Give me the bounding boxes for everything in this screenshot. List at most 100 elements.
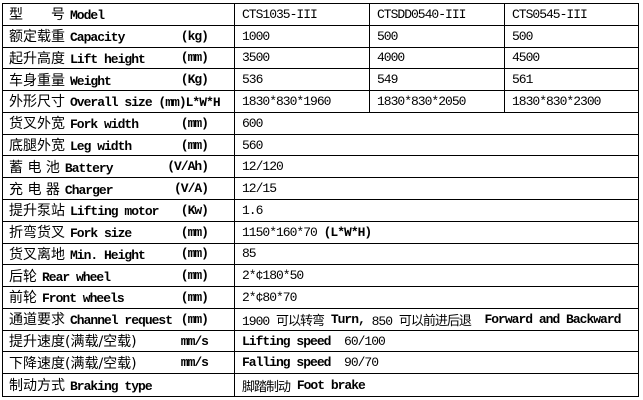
spec-table: 型 号 Model CTS1035-III CTSDD0540-III CTS0545-…	[2, 3, 639, 397]
value-segment: 1900 可以转弯	[242, 313, 331, 329]
label-english: Channel request	[70, 313, 173, 329]
label-unit: (V/Ah)	[167, 159, 209, 175]
row-label-cell: 外形尺寸 Overall size (mm)L*W*H	[3, 91, 235, 112]
row-label-text: 型 号 Model	[9, 4, 105, 24]
table-row: 折弯货叉 Fork size (mm) 1150*160*70 (L*W*H)	[3, 221, 638, 244]
label-english: Model	[70, 8, 105, 24]
label-chinese: 前轮	[9, 290, 37, 307]
row-label-cell: 货叉离地 Min. Height (mm)	[3, 243, 235, 265]
label-chinese: 额定载重	[9, 29, 65, 46]
value-segment: 12/120	[242, 159, 284, 175]
value-cell: 3500	[235, 47, 370, 69]
value-cell: 4500	[512, 50, 540, 66]
row-label-text: 折弯货叉 Fork size	[9, 222, 132, 242]
value-cell: 2*¢180*50	[235, 265, 638, 286]
label-unit: (mm)	[180, 50, 209, 66]
value-segment: 1.6	[242, 202, 263, 218]
value-segment: 85	[242, 246, 257, 262]
label-english: Capacity	[70, 30, 125, 46]
table-row: 通道要求 Channel request (mm) 1900 可以转弯 Turn, 8…	[3, 308, 638, 331]
value-cell: 560	[235, 135, 638, 156]
label-unit: (mm)	[180, 115, 209, 131]
value-segment: 600	[242, 115, 263, 131]
value-cell: 1900 可以转弯 Turn, 850 可以前进后退 Forward and B…	[235, 309, 638, 330]
model-name-cell: CTS1035-III	[235, 4, 370, 25]
value-cell: 500	[370, 25, 505, 47]
table-row: 外形尺寸 Overall size (mm)L*W*H 1830*830*1960 1…	[3, 91, 638, 113]
table-row: 充 电 器 Charger (V/A) 12/15	[3, 178, 638, 200]
row-label-cell: 车身重量 Weight (Kg)	[3, 69, 235, 91]
row-label-cell: 型 号 Model	[3, 4, 235, 25]
value-segment: (L*W*H)	[323, 224, 373, 240]
row-label-cell: 提升速度(满载/空载) mm/s	[3, 330, 235, 352]
value-segment: 脚踏制动	[242, 379, 297, 395]
label-unit: (Kw)	[180, 202, 209, 218]
row-label-text: 充 电 器 Charger	[9, 179, 114, 199]
row-label-text: 起升高度 Lift height	[9, 48, 146, 68]
label-unit: (mm)	[180, 246, 209, 262]
value-segment: 850 可以前进后退	[364, 313, 485, 329]
value-cell: Lifting speed 60/100	[235, 331, 638, 352]
row-label-text: 外形尺寸 Overall size (mm)L*W*H	[9, 91, 221, 111]
row-label-cell: 下降速度(满载/空载) mm/s	[3, 352, 235, 374]
label-chinese: 货叉离地	[9, 246, 65, 263]
row-label-text: 货叉离地 Min. Height	[9, 244, 146, 264]
label-unit: (mm)	[180, 137, 209, 153]
row-label-cell: 蓄 电 池 Battery (V/Ah)	[3, 156, 235, 178]
table-row: 车身重量 Weight (Kg) 536 549 561	[3, 69, 638, 92]
row-label-text: 制动方式 Braking type	[9, 375, 153, 395]
table-row: 起升高度 Lift height (mm) 3500 4000 4500	[3, 47, 638, 70]
value-cell: 1830*830*2050	[370, 91, 505, 112]
row-label-cell: 制动方式 Braking type	[3, 374, 235, 396]
label-chinese: 底腿外宽	[9, 138, 65, 155]
value-segment: 12/15	[242, 181, 277, 197]
label-chinese: 后轮	[9, 268, 37, 285]
value-segment: 90/70	[330, 355, 379, 371]
label-chinese: 蓄 电 池	[9, 159, 60, 176]
row-label-text: 货叉外宽 Fork width	[9, 113, 139, 133]
value-segment: 2*¢180*50	[242, 268, 304, 284]
label-chinese: 外形尺寸	[9, 94, 65, 111]
row-label-cell: 充 电 器 Charger (V/A)	[3, 178, 235, 199]
row-label-text: 通道要求 Channel request	[9, 309, 173, 329]
value-cell: 1.6	[235, 200, 638, 221]
label-english: Overall size (mm)L*W*H	[70, 95, 221, 111]
row-label-cell: 折弯货叉 Fork size (mm)	[3, 221, 235, 243]
value-cell: 12/15	[235, 178, 638, 199]
label-chinese: 下降速度(满载/空载)	[9, 355, 137, 372]
table-row: 前轮 Front wheels (mm) 2*¢80*70	[3, 287, 638, 309]
label-chinese: 起升高度	[9, 50, 65, 67]
value-segment: Lifting speed	[242, 333, 331, 349]
value-segment: 60/100	[330, 333, 386, 349]
table-row: 底腿外宽 Leg width (mm) 560	[3, 134, 638, 157]
label-chinese: 折弯货叉	[9, 225, 65, 242]
value-cell: 1830*830*2300	[512, 93, 601, 109]
label-unit: mm/s	[180, 333, 209, 349]
label-english: Min. Height	[70, 247, 146, 263]
label-chinese: 车身重量	[9, 72, 65, 89]
row-label-cell: 底腿外宽 Leg width (mm)	[3, 134, 235, 156]
value-cell: 12/120	[235, 156, 638, 177]
value-segment: 2*¢80*70	[242, 289, 297, 305]
value-segment: 560	[242, 137, 263, 153]
row-label-cell: 提升泵站 Lifting motor (Kw)	[3, 200, 235, 221]
label-english: Battery	[64, 160, 114, 176]
value-segment: Turn,	[330, 311, 366, 327]
label-english: Weight	[70, 73, 112, 89]
label-english: Fork size	[70, 226, 132, 242]
row-label-text: 下降速度(满载/空载)	[9, 353, 137, 373]
label-unit: (kg)	[180, 28, 209, 44]
table-row: 货叉外宽 Fork width (mm) 600	[3, 112, 638, 135]
value-cell: 549	[370, 69, 505, 91]
row-label-text: 底腿外宽 Leg width	[9, 135, 132, 155]
label-chinese: 充 电 器	[9, 181, 60, 198]
label-english: Front wheels	[42, 291, 125, 307]
label-english: Rear wheel	[42, 269, 111, 285]
row-label-cell: 货叉外宽 Fork width (mm)	[3, 112, 235, 134]
label-english: Braking type	[70, 379, 153, 395]
row-label-cell: 通道要求 Channel request (mm)	[3, 308, 235, 330]
value-segment: Foot brake	[296, 377, 366, 393]
table-row: 提升泵站 Lifting motor (Kw) 1.6	[3, 200, 638, 222]
table-row: 提升速度(满载/空载) mm/s Lifting speed 60/100	[3, 330, 638, 353]
